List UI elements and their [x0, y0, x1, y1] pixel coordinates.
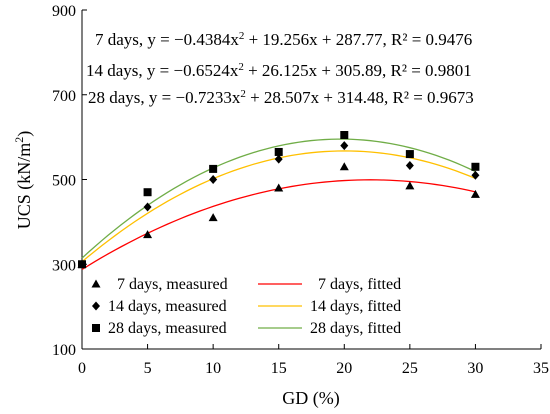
- legend-marker-square: [92, 324, 100, 332]
- legend-label-14-measured: 14 days, measured: [108, 298, 227, 315]
- data-point-triangle: [339, 162, 349, 171]
- x-tick-label: 35: [533, 360, 549, 377]
- data-point-diamond: [209, 175, 218, 184]
- data-point-diamond: [340, 141, 349, 151]
- data-point-diamond: [274, 154, 283, 164]
- x-tick-label: 15: [271, 360, 287, 377]
- legend-lines: [258, 283, 302, 329]
- x-axis-label: GD (%): [282, 388, 339, 409]
- equation-14-days: 14 days, y = −0.6524x2 + 26.125x + 305.8…: [86, 61, 472, 80]
- data-point-square: [143, 188, 152, 197]
- equation-14-days-suffix: + 26.125x + 305.89, R² = 0.9801: [244, 61, 472, 80]
- x-tick-label: 20: [336, 360, 352, 377]
- legend-marker-triangle: [91, 279, 101, 288]
- fitted-curve-1: [81, 150, 476, 263]
- data-point-diamond: [405, 161, 414, 171]
- legend-label-7-fitted: 7 days, fitted: [318, 276, 401, 293]
- x-tick-label: 5: [144, 360, 152, 377]
- equation-28-days-sup: 2: [240, 88, 246, 100]
- legend-markers: [91, 279, 101, 332]
- equation-14-days-sup: 2: [238, 61, 244, 73]
- x-tick-label: 30: [467, 360, 483, 377]
- data-point-square: [209, 164, 218, 173]
- data-point-triangle: [208, 213, 218, 222]
- legend-label-28-measured: 28 days, measured: [108, 320, 227, 337]
- legend-label-28-fitted: 28 days, fitted: [310, 320, 401, 337]
- y-tick-label: 700: [52, 88, 76, 105]
- legend-label-7-measured: 7 days, measured: [117, 276, 228, 293]
- equation-7-days-prefix: 7 days, y = −0.4384x: [95, 30, 239, 49]
- x-tick-label: 0: [78, 360, 86, 377]
- data-point-triangle: [470, 189, 480, 198]
- legend-marker-diamond: [92, 301, 100, 311]
- data-point-diamond: [143, 202, 152, 212]
- data-point-square: [274, 147, 283, 156]
- y-tick-label: 500: [52, 173, 76, 190]
- data-point-triangle: [143, 230, 153, 239]
- equation-7-days-suffix: + 19.256x + 287.77, R² = 0.9476: [244, 30, 472, 49]
- equation-28-days: 28 days, y = −0.7233x2 + 28.507x + 314.4…: [88, 88, 474, 107]
- y-axis-label-tail: ): [14, 131, 35, 137]
- data-point-square: [405, 150, 414, 159]
- axis-ticks: 0 5 10 15 20 25 30 35 100 300 500 700 900: [52, 3, 549, 377]
- equation-14-days-prefix: 14 days, y = −0.6524x: [86, 61, 239, 80]
- fitted-curve-0: [81, 179, 476, 270]
- data-point-square: [340, 131, 349, 140]
- x-tick-label: 25: [402, 360, 418, 377]
- y-tick-label: 900: [52, 3, 76, 20]
- equation-28-days-suffix: + 28.507x + 314.48, R² = 0.9673: [246, 88, 474, 107]
- equation-7-days-sup: 2: [239, 30, 245, 42]
- data-point-square: [471, 162, 480, 171]
- y-axis-label-main: UCS (kN/m: [14, 143, 35, 230]
- y-tick-label: 300: [52, 257, 76, 274]
- equations: 7 days, y = −0.4384x2 + 19.256x + 287.77…: [86, 30, 474, 107]
- equation-28-days-prefix: 28 days, y = −0.7233x: [88, 88, 241, 107]
- y-axis-label: UCS (kN/m2): [12, 131, 35, 230]
- data-point-triangle: [405, 181, 415, 190]
- y-tick-label: 100: [52, 342, 76, 359]
- y-axis-label-sup: 2: [12, 137, 26, 143]
- x-tick-label: 10: [205, 360, 221, 377]
- legend-label-14-fitted: 14 days, fitted: [310, 298, 401, 315]
- data-point-triangle: [274, 183, 284, 192]
- legend: 7 days, measured 14 days, measured 28 da…: [91, 276, 401, 337]
- data-point-diamond: [471, 170, 480, 180]
- equation-7-days: 7 days, y = −0.4384x2 + 19.256x + 287.77…: [95, 30, 472, 49]
- measured-markers: [77, 131, 480, 269]
- data-point-square: [78, 260, 86, 269]
